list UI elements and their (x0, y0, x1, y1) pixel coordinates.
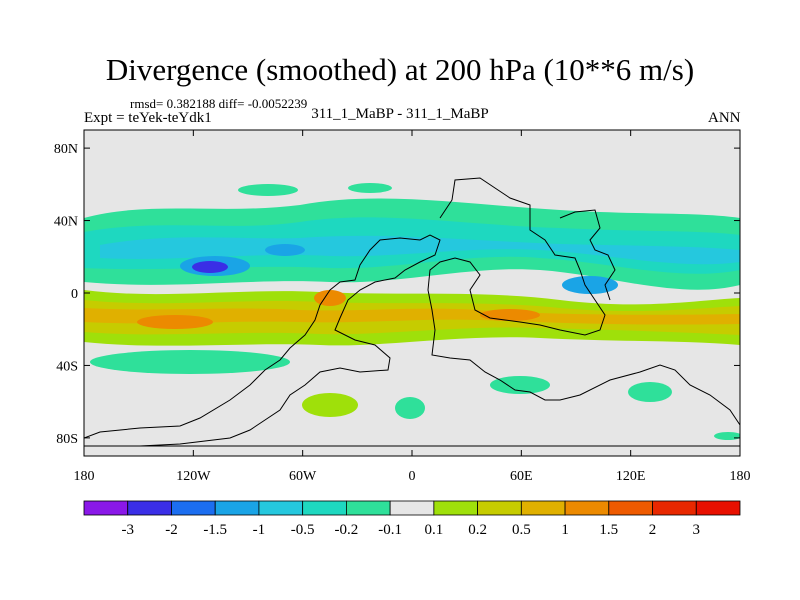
colorbar-swatch (258, 500, 304, 516)
land-outline-eurasia-africa (427, 177, 740, 440)
colorbar-swatch (302, 500, 347, 516)
field-southern-pos (302, 393, 358, 417)
period-label: ANN (708, 110, 741, 126)
colorbar-label: -1 (253, 522, 266, 538)
colorbar: -3 -2 -1.5 -1 -0.5 -0.2 -0.1 0.1 0.2 0.5 1 1.5 2 3 (83, 500, 741, 538)
colorbar-label: -0.2 (335, 522, 359, 538)
experiment-label: Expt = teYek-teYdk1 (84, 110, 212, 126)
colorbar-swatch (83, 500, 129, 516)
field-southern-neg-4 (395, 397, 425, 419)
x-tick-label: 0 (409, 469, 416, 484)
colorbar-label: 2 (649, 522, 657, 538)
y-tick-label: 0 (71, 287, 78, 302)
colorbar-swatch (433, 500, 479, 516)
x-tick-label: 60W (289, 469, 317, 484)
field-north-patch-2 (348, 183, 392, 193)
chart-title: Divergence (smoothed) at 200 hPa (10**6 … (105, 52, 695, 87)
rmsd-stats: rmsd= 0.382188 diff= -0.0052239 (130, 96, 308, 111)
colorbar-swatch (389, 500, 435, 516)
field-min-atlantic (265, 244, 305, 256)
x-axis: 180 120W 60W 0 60E 120E 180 (74, 130, 751, 484)
land-outline-asia-east (559, 209, 616, 301)
field-max-indian (480, 309, 540, 321)
field-max-atlantic (314, 290, 346, 306)
field-antarctic-neg (714, 432, 740, 440)
x-tick-label: 60E (510, 469, 533, 484)
colorbar-swatch (477, 500, 522, 516)
field-max-pacific (137, 315, 213, 329)
colorbar-label: 3 (693, 522, 701, 538)
colorbar-label: 1 (561, 522, 569, 538)
colorbar-swatch (608, 500, 653, 516)
colorbar-swatch (520, 500, 566, 516)
field-layer (84, 130, 740, 456)
field-min-asia (562, 276, 618, 294)
colorbar-swatch (171, 500, 216, 516)
colorbar-swatch (345, 500, 391, 516)
y-axis: 80N 40N 0 40S 80S (54, 142, 740, 447)
colorbar-label: -3 (121, 522, 134, 538)
case-label: 311_1_MaBP - 311_1_MaBP (311, 106, 489, 122)
colorbar-label: 0.5 (512, 522, 531, 538)
y-tick-label: 40N (54, 215, 78, 230)
x-tick-label: 120E (616, 469, 646, 484)
field-band-north-core (100, 235, 740, 265)
colorbar-label: 0.1 (424, 522, 443, 538)
x-tick-label: 180 (730, 469, 751, 484)
colorbar-label: -0.5 (291, 522, 315, 538)
colorbar-swatch (127, 500, 172, 516)
field-southern-neg-2 (490, 376, 550, 394)
colorbar-label: -2 (165, 522, 178, 538)
y-tick-label: 80S (56, 432, 78, 447)
land-outline-americas (84, 234, 441, 447)
colorbar-label: 1.5 (599, 522, 618, 538)
colorbar-label: -1.5 (203, 522, 227, 538)
x-tick-label: 180 (74, 469, 95, 484)
colorbar-swatch (652, 500, 697, 516)
y-tick-label: 40S (56, 359, 78, 374)
field-min-pacific-core (192, 261, 228, 273)
colorbar-label: 0.2 (468, 522, 487, 538)
x-tick-label: 120W (176, 469, 211, 484)
colorbar-swatch (695, 500, 741, 516)
colorbar-swatch (564, 500, 610, 516)
field-southern-neg (90, 350, 290, 374)
field-north-patch (238, 184, 298, 196)
field-southern-neg-3 (628, 382, 672, 402)
colorbar-label: -0.1 (378, 522, 402, 538)
field-band-tropics-core (84, 308, 740, 325)
y-tick-label: 80N (54, 142, 78, 157)
colorbar-swatch (214, 500, 260, 516)
